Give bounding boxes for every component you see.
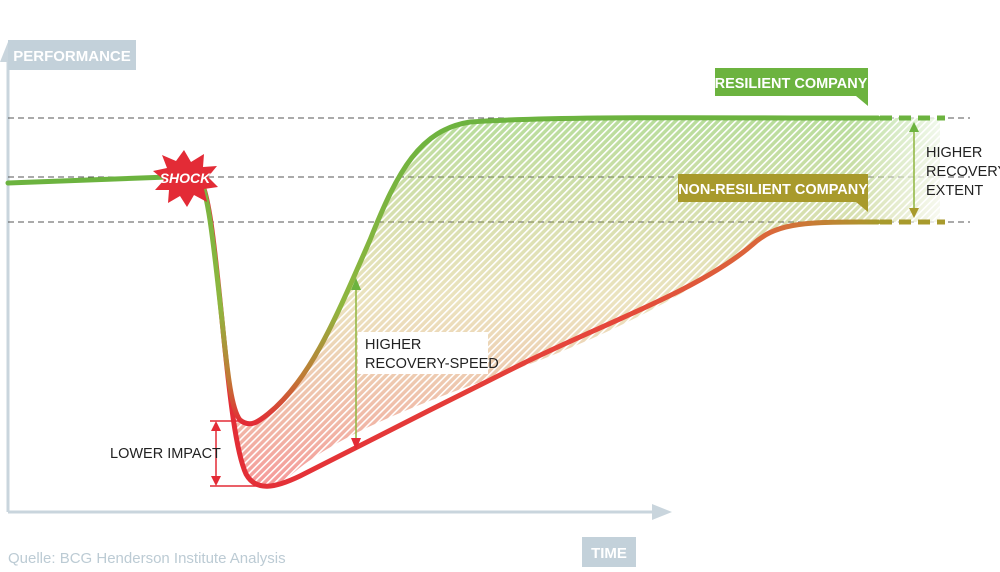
- shock-label: SHOCK: [160, 170, 211, 186]
- non-resilient-badge-label: NON-RESILIENT COMPANY: [678, 182, 868, 198]
- recovery-extent-label-line1: HIGHER: [926, 145, 982, 161]
- y-axis-tag: PERFORMANCE: [8, 40, 136, 70]
- resilient-curve: [193, 115, 881, 427]
- shock-burst-shape: [153, 150, 218, 207]
- recovery-extent-label-line2: RECOVERY-: [926, 164, 1000, 180]
- recovery-extent-label-line3: EXTENT: [926, 183, 983, 199]
- resilient-badge: RESILIENT COMPANY: [715, 68, 868, 106]
- recovery-gap-area: [232, 117, 940, 485]
- recovery-speed-label-line1: HIGHER: [365, 337, 421, 353]
- non-resilient-badge: NON-RESILIENT COMPANY: [678, 174, 868, 212]
- recovery-speed-label-line2: RECOVERY-SPEED: [365, 356, 499, 372]
- shock-burst: SHOCK: [153, 150, 218, 207]
- resilient-badge-label: RESILIENT COMPANY: [715, 76, 868, 92]
- x-axis-tag: TIME: [582, 537, 636, 567]
- x-axis-arrow: [652, 504, 672, 520]
- y-axis-label: PERFORMANCE: [13, 48, 131, 65]
- source-note: Quelle: BCG Henderson Institute Analysis: [8, 550, 286, 567]
- x-axis-label: TIME: [591, 545, 627, 562]
- recovery-extent-annotation: HIGHER RECOVERY- EXTENT: [909, 122, 1000, 218]
- recovery-speed-annotation: HIGHER RECOVERY-SPEED: [351, 278, 499, 450]
- lower-impact-label: LOWER IMPACT: [110, 446, 221, 462]
- lower-impact-annotation: LOWER IMPACT: [110, 420, 262, 487]
